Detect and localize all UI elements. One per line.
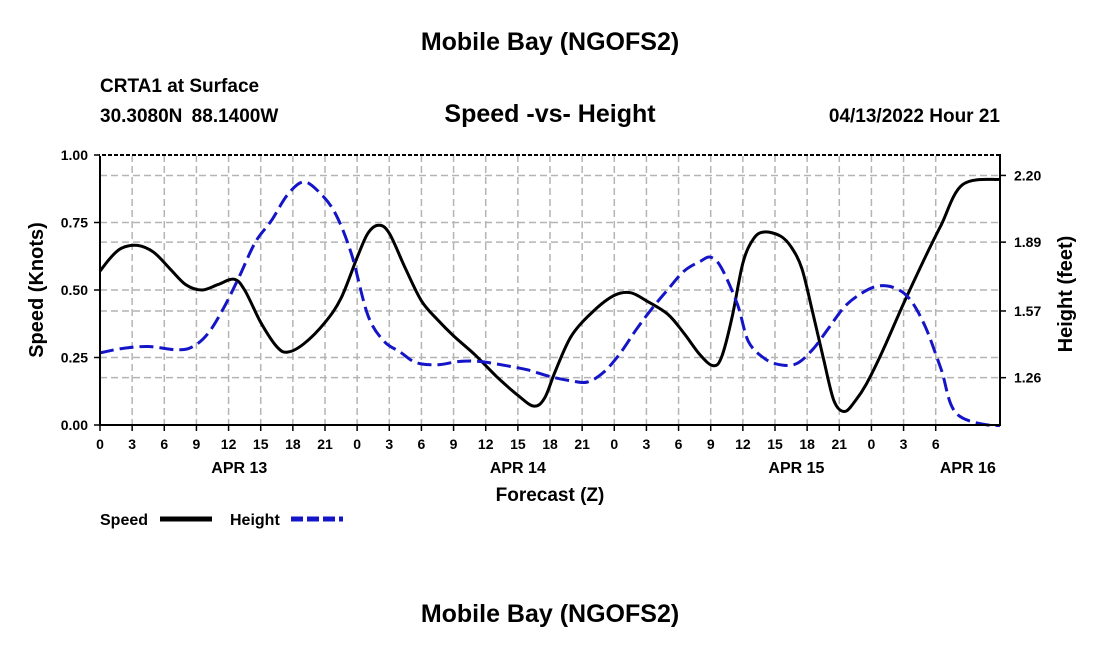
x-tick-label: 21 [574,436,590,452]
y-tick-label: 0.50 [61,282,88,298]
x-tick-label: 6 [932,436,940,452]
x-tick-label: 0 [610,436,618,452]
legend-speed-label: Speed [100,512,148,529]
y-axis-label-left: Speed (Knots) [26,222,48,358]
x-tick-label: 15 [510,436,526,452]
x-tick-label: 18 [285,436,301,452]
x-tick-label: 9 [193,436,201,452]
x-tick-label: 6 [418,436,426,452]
grid [100,155,1000,425]
speed-series-line [100,177,1000,413]
y2-tick-label: 1.89 [1014,234,1041,250]
station-label: CRTA1 at Surface [100,76,260,97]
x-date-label: APR 15 [768,460,824,477]
x-tick-label: 18 [799,436,815,452]
chart-title-repeat: Mobile Bay (NGOFS2) [420,600,680,628]
x-tick-label: 0 [353,436,361,452]
x-date-label: APR 16 [940,460,996,477]
forecast-datetime: 04/13/2022 Hour 21 [828,106,1000,127]
axes: 0 3 6 9 12 15 18 21 0 3 6 9 12 15 18 21 0 3 6 9 12 15 18 21 0 3 6 0… [61,147,1042,477]
x-tick-label: 3 [128,436,136,452]
x-tick-label: 12 [735,436,751,452]
y-axis-label-right: Height (feet) [1055,236,1077,353]
y-tick-label: 0.00 [61,417,88,433]
x-tick-label: 0 [868,436,876,452]
series-lines [100,177,1000,427]
height-series-line [100,180,1000,427]
chart-subtitle: Speed -vs- Height [444,100,656,128]
x-tick-label: 21 [317,436,333,452]
x-tick-label: 3 [385,436,393,452]
x-date-label: APR 13 [211,460,267,477]
x-tick-label: 18 [542,436,558,452]
x-tick-label: 0 [96,436,104,452]
x-axis-label: Forecast (Z) [496,485,605,506]
y-tick-label: 1.00 [61,147,88,163]
x-tick-label: 6 [675,436,683,452]
legend: Speed Height [100,512,343,529]
x-tick-label: 3 [900,436,908,452]
y-tick-label: 0.25 [61,350,88,366]
x-tick-label: 21 [831,436,847,452]
y2-tick-label: 1.57 [1014,303,1041,319]
y2-tick-label: 2.20 [1014,167,1041,183]
x-tick-label: 12 [478,436,494,452]
chart-title: Mobile Bay (NGOFS2) [420,28,680,56]
x-tick-label: 12 [221,436,237,452]
y-tick-label: 0.75 [61,215,88,231]
x-tick-label: 6 [160,436,168,452]
x-tick-label: 15 [253,436,269,452]
x-tick-label: 15 [767,436,783,452]
legend-height-label: Height [230,512,280,529]
x-date-label: APR 14 [490,460,546,477]
y2-tick-label: 1.26 [1014,370,1041,386]
x-tick-label: 3 [643,436,651,452]
station-coordinates: 30.3080N 88.1400W [100,106,279,127]
x-tick-label: 9 [707,436,715,452]
x-tick-label: 9 [450,436,458,452]
